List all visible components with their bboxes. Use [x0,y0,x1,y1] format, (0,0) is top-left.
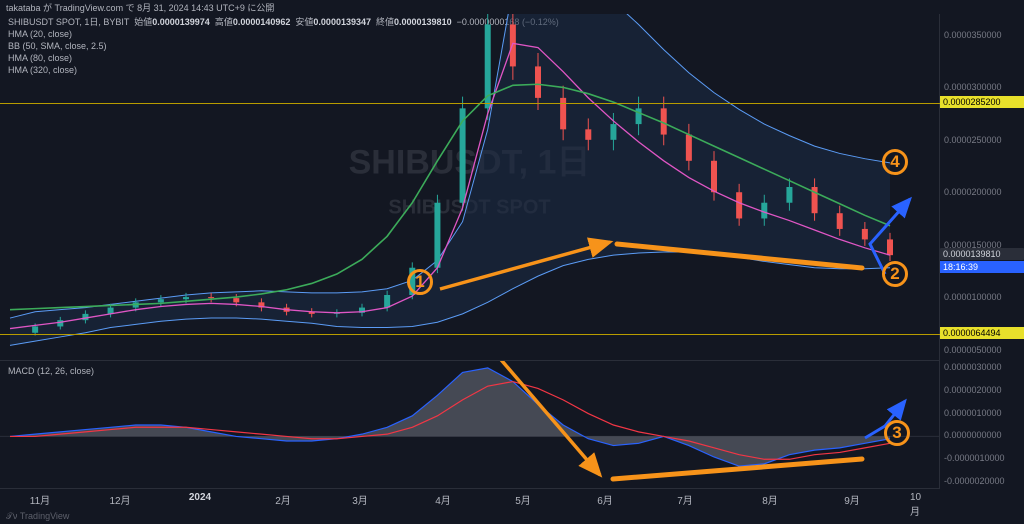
time-xaxis[interactable]: 11月12月20242月3月4月5月6月7月8月9月10月 [0,488,940,510]
xaxis-tick: 4月 [435,492,451,507]
annotation-2[interactable]: 2 [882,261,908,287]
yaxis-tick: 0.0000000000 [940,430,1002,440]
yaxis-tick: 0.0000350000 [940,30,1002,40]
yaxis-tick: 0.0000100000 [940,292,1002,302]
hline-price-label: 0.0000285200 [940,96,1024,108]
tradingview-logo: 𝒯ν TradingView [6,511,69,522]
chart-root: takataba が TradingView.com で 8月 31, 2024… [0,0,1024,524]
macd-yaxis[interactable]: -0.0000020000 -0.0000010000 0.0000000000 0.… [940,360,1024,488]
annotation-4[interactable]: 4 [882,149,908,175]
price-yaxis[interactable]: 0.00000500000.00001000000.00001500000.00… [940,14,1024,360]
yaxis-tick: -0.0000010000 [940,453,1005,463]
xaxis-tick: 2月 [275,492,291,507]
xaxis-tick: 12月 [109,492,130,507]
xaxis-tick: 5月 [515,492,531,507]
publish-date: 8月 31, 2024 14:43 UTC+9 [137,3,245,13]
horizontal-line[interactable] [0,334,940,335]
price-chart-svg [0,14,940,360]
hline-price-label: 0.0000064494 [940,327,1024,339]
xaxis-tick: 7月 [677,492,693,507]
publisher: takataba が TradingView.com で [6,3,135,13]
yaxis-tick: 0.0000020000 [940,385,1002,395]
xaxis-tick: 11月 [30,492,50,507]
annotation-1[interactable]: 1 [407,269,433,295]
price-pane[interactable]: SHIBUSDT, 1日 SHIBUSDT SPOT 124 [0,14,940,360]
publish-header: takataba が TradingView.com で 8月 31, 2024… [0,0,1024,14]
yaxis-tick: 0.0000010000 [940,408,1002,418]
xaxis-tick: 8月 [762,492,778,507]
yaxis-tick: 0.0000050000 [940,345,1002,355]
yaxis-tick: 0.0000200000 [940,187,1002,197]
publish-suffix: に公開 [247,3,274,13]
xaxis-tick: 3月 [352,492,368,507]
current-price-badge: 0.0000139810 [940,248,1024,260]
xaxis-tick: 2024 [189,492,211,503]
yaxis-tick: -0.0000020000 [940,476,1005,486]
yaxis-tick: 0.0000250000 [940,135,1002,145]
macd-chart-svg [0,361,940,489]
xaxis-tick: 6月 [597,492,613,507]
annotation-3[interactable]: 3 [884,420,910,446]
macd-pane[interactable]: MACD (12, 26, close) 3 [0,360,940,488]
countdown-badge: 18:16:39 [940,261,1024,273]
horizontal-line[interactable] [0,103,940,104]
xaxis-tick: 9月 [844,492,860,507]
yaxis-tick: 0.0000030000 [940,362,1002,372]
yaxis-tick: 0.0000300000 [940,82,1002,92]
xaxis-tick: 10月 [910,492,930,518]
